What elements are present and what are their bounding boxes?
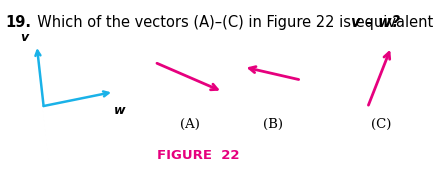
Text: (A): (A) [180, 118, 200, 131]
Text: Which of the vectors (A)–(C) in Figure 22 is equivalent to: Which of the vectors (A)–(C) in Figure 2… [28, 15, 436, 30]
Text: v – w?: v – w? [351, 15, 401, 30]
Text: w: w [114, 104, 126, 117]
Text: 19.: 19. [5, 15, 31, 30]
Text: (B): (B) [262, 118, 283, 131]
Text: FIGURE  22: FIGURE 22 [157, 149, 240, 162]
Text: v: v [20, 31, 28, 44]
Text: (C): (C) [371, 118, 392, 131]
